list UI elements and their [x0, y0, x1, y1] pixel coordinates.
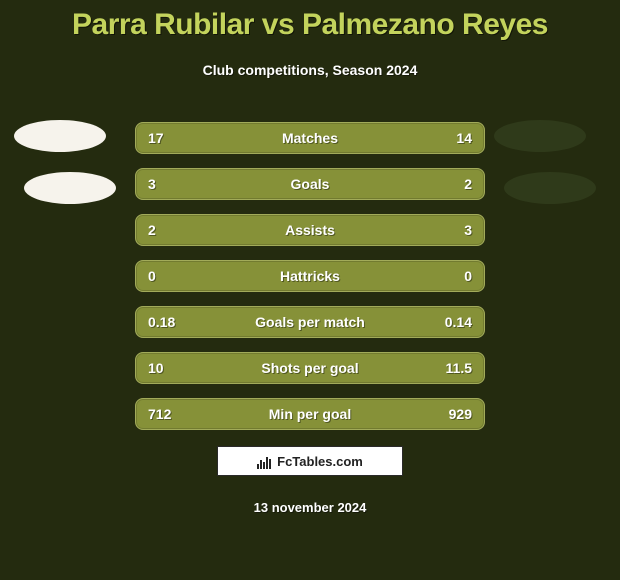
stat-right-value: 11.5: [446, 360, 472, 376]
footer-attribution: FcTables.com: [217, 446, 403, 476]
barchart-icon: [257, 453, 273, 469]
stat-row: 0 Hattricks 0: [135, 260, 485, 292]
stat-label: Matches: [136, 130, 484, 146]
stat-right-value: 0: [464, 268, 472, 284]
stats-container: 17 Matches 14 3 Goals 2 2 Assists 3 0 Ha…: [0, 122, 620, 444]
stat-label: Goals per match: [136, 314, 484, 330]
stat-label: Shots per goal: [136, 360, 484, 376]
stat-left-value: 2: [148, 222, 156, 238]
stat-left-value: 712: [148, 406, 171, 422]
stat-left-value: 10: [148, 360, 164, 376]
stat-row: 712 Min per goal 929: [135, 398, 485, 430]
stat-right-value: 14: [456, 130, 472, 146]
stat-left-value: 0: [148, 268, 156, 284]
stat-label: Assists: [136, 222, 484, 238]
stat-row: 10 Shots per goal 11.5: [135, 352, 485, 384]
stat-row: 0.18 Goals per match 0.14: [135, 306, 485, 338]
comparison-card: Parra Rubilar vs Palmezano Reyes Club co…: [0, 0, 620, 580]
stat-label: Min per goal: [136, 406, 484, 422]
page-title: Parra Rubilar vs Palmezano Reyes: [0, 8, 620, 42]
stat-row: 3 Goals 2: [135, 168, 485, 200]
stat-right-value: 0.14: [445, 314, 472, 330]
stat-row: 17 Matches 14: [135, 122, 485, 154]
stat-left-value: 0.18: [148, 314, 175, 330]
date-text: 13 november 2024: [0, 500, 620, 515]
stat-right-value: 3: [464, 222, 472, 238]
subtitle: Club competitions, Season 2024: [0, 62, 620, 78]
stat-right-value: 2: [464, 176, 472, 192]
stat-row: 2 Assists 3: [135, 214, 485, 246]
stat-right-value: 929: [449, 406, 472, 422]
stat-label: Goals: [136, 176, 484, 192]
stat-left-value: 17: [148, 130, 164, 146]
stat-left-value: 3: [148, 176, 156, 192]
stat-label: Hattricks: [136, 268, 484, 284]
footer-text: FcTables.com: [277, 454, 363, 469]
